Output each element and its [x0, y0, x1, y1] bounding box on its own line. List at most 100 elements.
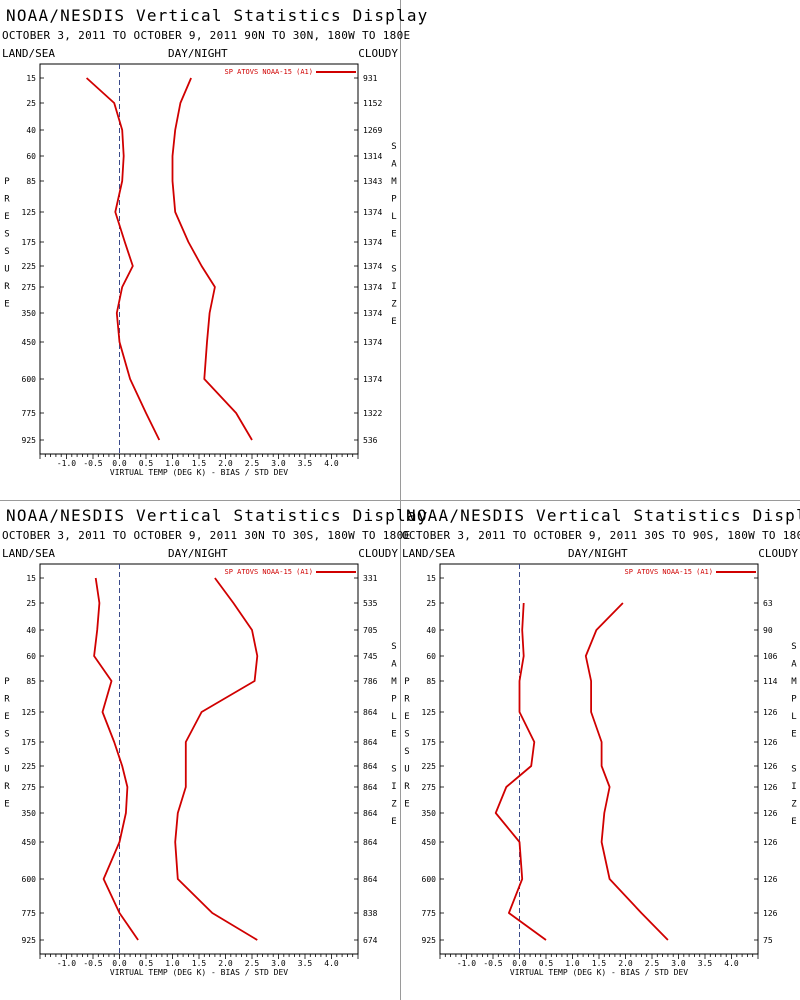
pressure-axis-letter: R: [404, 782, 410, 792]
pressure-label: 225: [22, 262, 37, 271]
sample-size-axis-letter: P: [791, 695, 797, 705]
legend-label: SP ATOVS NOAA-15 (A1): [224, 68, 313, 76]
x-tick-label: 0.0: [512, 959, 527, 968]
legend-label: SP ATOVS NOAA-15 (A1): [624, 568, 713, 576]
sample-size-label: 1152: [363, 99, 382, 108]
plot-frame: [439, 563, 759, 955]
x-tick-label: -0.5: [83, 459, 102, 468]
sample-size-label: 1314: [363, 152, 382, 161]
sample-size-label: 864: [363, 809, 378, 818]
sample-size-axis-letter: A: [391, 660, 397, 670]
pressure-label: 925: [422, 936, 437, 945]
x-tick-label: 0.0: [112, 459, 127, 468]
pressure-label: 175: [422, 738, 437, 747]
x-tick-label: 0.5: [539, 959, 554, 968]
pressure-label: 60: [26, 152, 36, 161]
stats-panel-30s-90s: NOAA/NESDIS Vertical Statistics Display …: [400, 500, 800, 1000]
cloudy-label: CLOUDY: [758, 547, 798, 560]
sample-size-label: 536: [363, 436, 378, 445]
x-tick-label: 2.0: [218, 959, 233, 968]
pressure-label: 225: [422, 762, 437, 771]
pressure-axis-letter: S: [404, 747, 409, 757]
sample-size-axis-letter: P: [391, 195, 397, 205]
pressure-label: 15: [26, 74, 36, 83]
profile-chart: -1.0 -0.5 0.0 0.5 1.0 1.5 2.0 2.5 3.0 3.5 4.0 VIRTU…: [404, 563, 797, 977]
pressure-axis-letter: E: [4, 712, 9, 722]
bias-line: [494, 602, 547, 941]
x-tick-label: 3.0: [671, 959, 686, 968]
sample-size-label: 126: [763, 708, 778, 717]
x-tick-label: 3.5: [298, 459, 313, 468]
sample-size-label: 126: [763, 838, 778, 847]
sample-size-axis-letter: S: [791, 765, 796, 775]
pressure-axis-letter: R: [4, 695, 10, 705]
panel-subtitle: OCTOBER 3, 2011 TO OCTOBER 9, 2011 30S T…: [402, 529, 800, 542]
sample-size-label: 126: [763, 809, 778, 818]
pressure-label: 450: [22, 838, 37, 847]
x-tick-label: -1.0: [457, 959, 476, 968]
stats-panel-30n-30s: NOAA/NESDIS Vertical Statistics Display …: [0, 500, 427, 1000]
pressure-label: 450: [22, 338, 37, 347]
pressure-axis-letter: U: [4, 765, 9, 775]
sample-size-axis-letter: Z: [391, 300, 397, 310]
pressure-label: 60: [426, 652, 436, 661]
pressure-axis-letter: P: [4, 677, 10, 687]
sample-size-axis-letter: L: [391, 712, 396, 722]
sample-size-label: 1374: [363, 283, 382, 292]
pressure-label: 450: [422, 838, 437, 847]
pressure-axis-letter: E: [4, 300, 9, 310]
sample-size-label: 75: [763, 936, 773, 945]
std-dev-line: [171, 77, 253, 441]
sample-size-axis-letter: E: [791, 817, 796, 827]
pressure-label: 275: [422, 783, 437, 792]
sample-size-label: 931: [363, 74, 378, 83]
sample-size-label: 864: [363, 875, 378, 884]
sample-size-label: 126: [763, 762, 778, 771]
sample-size-axis-letter: S: [391, 642, 396, 652]
pressure-label: 125: [22, 708, 37, 717]
panel-title: NOAA/NESDIS Vertical Statistics Display: [6, 6, 429, 25]
pressure-label: 60: [26, 652, 36, 661]
x-tick-label: -1.0: [57, 959, 76, 968]
pressure-label: 775: [422, 909, 437, 918]
pressure-axis-letter: U: [404, 765, 409, 775]
sample-size-label: 114: [763, 677, 778, 686]
pressure-axis-letter: S: [4, 247, 9, 257]
x-tick-label: 3.5: [698, 959, 713, 968]
vertical-divider-bottom: [400, 500, 401, 1000]
sample-size-label: 1322: [363, 409, 382, 418]
sample-size-label: 864: [363, 783, 378, 792]
day-night-label: DAY/NIGHT: [168, 47, 228, 60]
sample-size-label: 1269: [363, 126, 382, 135]
sample-size-axis-letter: I: [391, 282, 396, 292]
panel-subtitle: OCTOBER 3, 2011 TO OCTOBER 9, 2011 90N T…: [2, 29, 411, 42]
sample-size-axis-letter: S: [791, 642, 796, 652]
day-night-label: DAY/NIGHT: [568, 547, 628, 560]
land-sea-label: LAND/SEA: [2, 547, 55, 560]
bias-line: [85, 77, 161, 441]
x-tick-label: 2.5: [645, 959, 660, 968]
pressure-axis-letter: E: [4, 212, 9, 222]
pressure-label: 775: [22, 909, 37, 918]
sample-size-axis-letter: P: [391, 695, 397, 705]
x-axis-title: VIRTUAL TEMP (DEG K) - BIAS / STD DEV: [110, 968, 288, 977]
sample-size-axis-letter: L: [791, 712, 796, 722]
sample-size-label: 126: [763, 738, 778, 747]
pressure-label: 175: [22, 738, 37, 747]
sample-size-label: 106: [763, 652, 778, 661]
pressure-axis-letter: P: [4, 177, 10, 187]
sample-size-label: 535: [363, 599, 378, 608]
pressure-label: 25: [26, 99, 36, 108]
sample-size-axis-letter: Z: [791, 800, 797, 810]
sample-size-axis-letter: A: [791, 660, 797, 670]
panel-title: NOAA/NESDIS Vertical Statistics Display: [6, 506, 429, 525]
pressure-label: 85: [426, 677, 436, 686]
pressure-label: 925: [22, 436, 37, 445]
x-axis-title: VIRTUAL TEMP (DEG K) - BIAS / STD DEV: [110, 468, 288, 477]
pressure-axis-letter: S: [4, 730, 9, 740]
x-tick-label: 3.5: [298, 959, 313, 968]
x-tick-label: 2.0: [618, 959, 633, 968]
pressure-label: 600: [22, 375, 37, 384]
pressure-label: 40: [26, 626, 36, 635]
x-tick-label: 2.5: [245, 459, 260, 468]
